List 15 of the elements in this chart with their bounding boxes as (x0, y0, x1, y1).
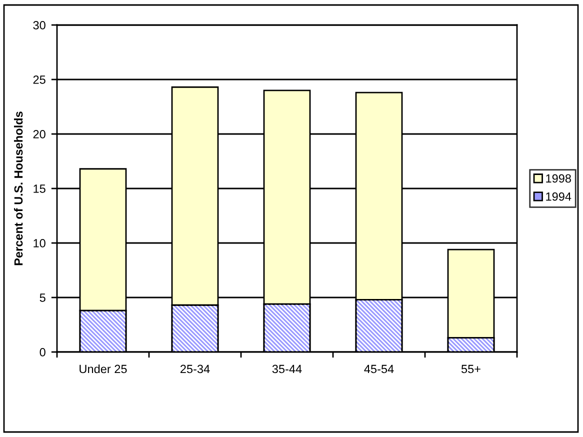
y-tick-label: 25 (33, 76, 46, 84)
y-tick-label: 15 (34, 184, 46, 193)
legend-label: 1994 (546, 192, 572, 201)
legend-label: 1998 (546, 174, 571, 183)
x-tick-label: 45-54 (364, 364, 394, 374)
y-tick-label: 30 (33, 21, 46, 30)
y-axis-title: Percent of U.S. Households (14, 112, 23, 266)
y-tick-label: 20 (33, 130, 46, 138)
x-tick-label: 35-44 (272, 364, 302, 374)
x-tick-label: Under 25 (80, 364, 127, 374)
y-tick-label: 5 (40, 294, 46, 302)
x-tick-label: 55+ (461, 364, 480, 374)
x-tick-label: 25-34 (180, 364, 210, 374)
y-tick-label: 10 (34, 239, 46, 248)
y-tick-label: 0 (40, 348, 46, 356)
